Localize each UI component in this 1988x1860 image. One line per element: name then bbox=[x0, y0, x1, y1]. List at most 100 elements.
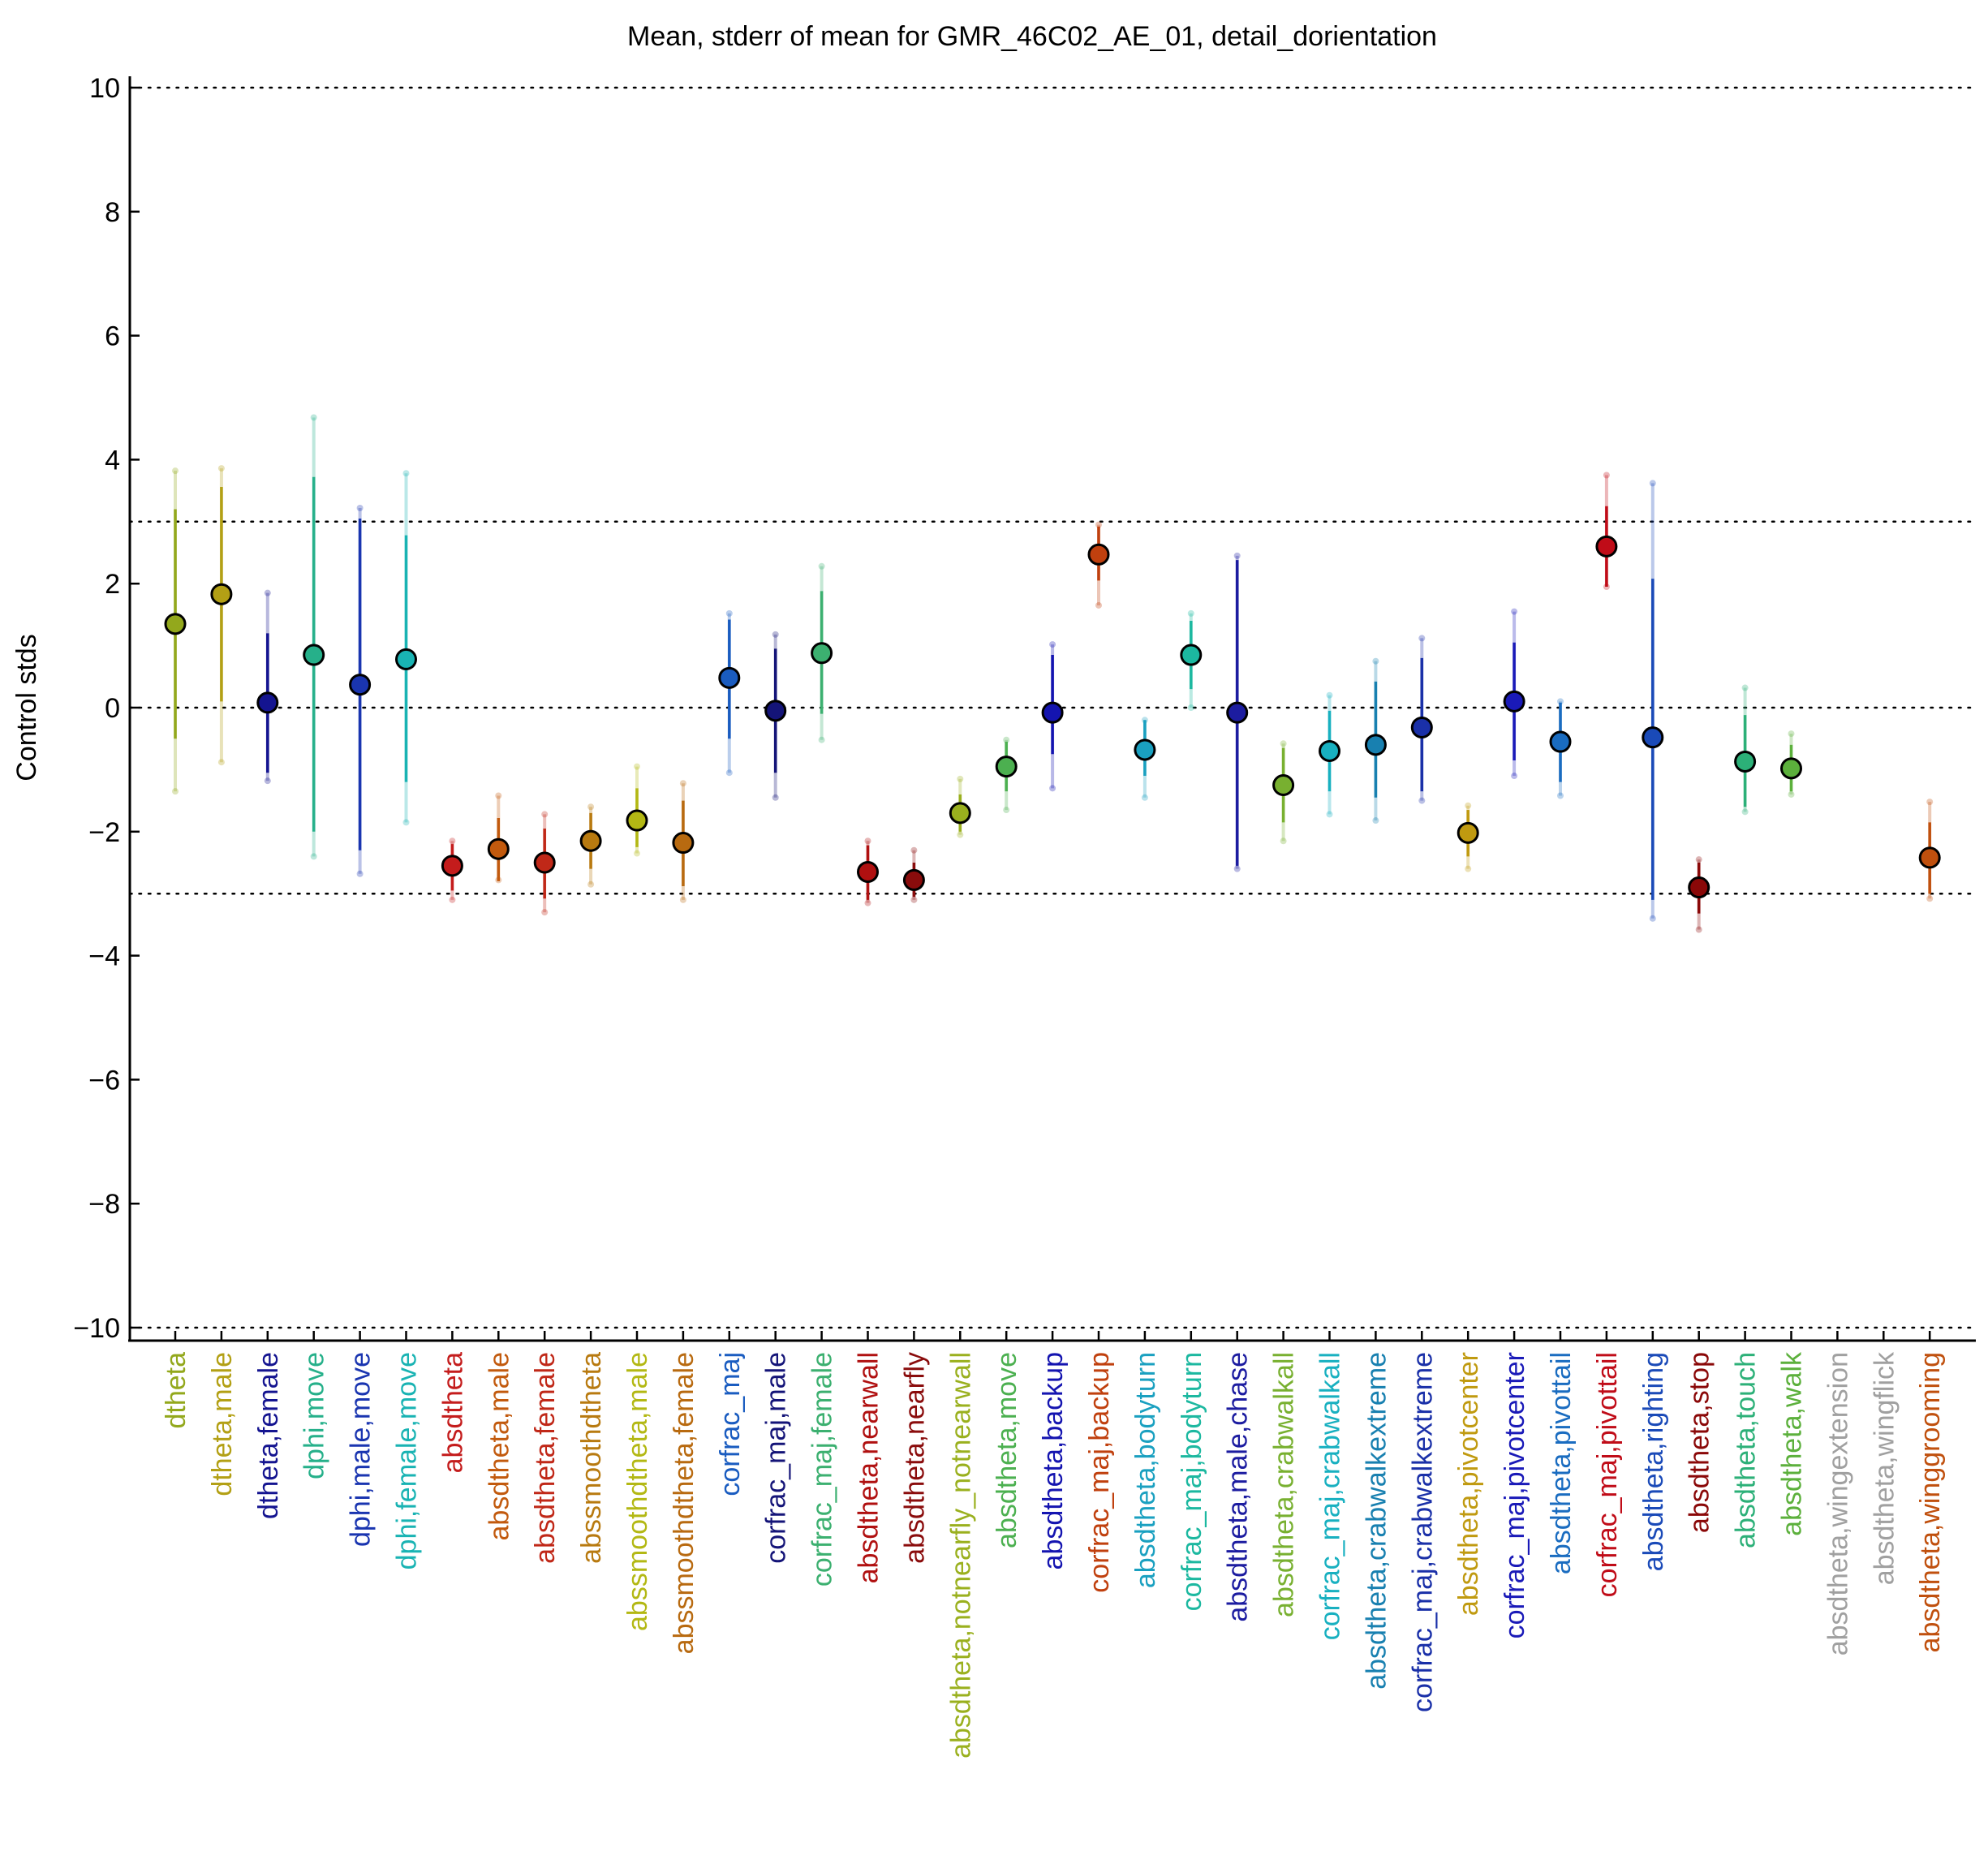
std-cap-top bbox=[1926, 799, 1934, 806]
mean-point bbox=[672, 832, 695, 855]
std-cap-top bbox=[541, 811, 549, 818]
std-cap-bottom bbox=[402, 819, 410, 826]
std-cap-top bbox=[264, 589, 271, 596]
std-cap-top bbox=[356, 504, 364, 511]
x-category-label: dphi,female,move bbox=[392, 1352, 423, 1569]
std-cap-bottom bbox=[679, 896, 686, 903]
std-cap-top bbox=[1511, 608, 1518, 615]
std-cap-bottom bbox=[1788, 790, 1795, 798]
x-category-label: abssmoothdtheta,female bbox=[669, 1352, 699, 1654]
std-cap-bottom bbox=[1141, 794, 1148, 801]
y-axis-label: Control stds bbox=[11, 634, 42, 781]
std-cap-top bbox=[1649, 480, 1656, 487]
std-cap-top bbox=[172, 467, 179, 475]
mean-point bbox=[1642, 726, 1664, 749]
x-category-label: absdtheta,crabwalkall bbox=[1269, 1352, 1300, 1617]
std-cap-top bbox=[1326, 691, 1333, 699]
std-cap-bottom bbox=[1649, 915, 1656, 922]
std-cap-top bbox=[634, 763, 640, 770]
mean-point bbox=[579, 829, 602, 852]
std-cap-bottom bbox=[1418, 797, 1426, 804]
std-cap-bottom bbox=[818, 736, 825, 743]
mean-point bbox=[1180, 644, 1203, 666]
y-tick-label: −6 bbox=[88, 1065, 120, 1096]
std-cap-top bbox=[910, 846, 918, 854]
x-category-label: absdtheta,stop bbox=[1685, 1352, 1715, 1533]
mean-point bbox=[1688, 876, 1710, 899]
std-cap-top bbox=[1372, 657, 1379, 665]
x-category-label: absdtheta,nearfly bbox=[899, 1352, 930, 1564]
std-cap-top bbox=[495, 792, 502, 799]
mean-point bbox=[902, 868, 925, 891]
std-cap-bottom bbox=[1372, 817, 1379, 825]
std-cap-top bbox=[864, 837, 871, 845]
mean-point bbox=[1595, 535, 1618, 558]
y-tick-label: 2 bbox=[105, 569, 120, 600]
mean-point bbox=[1226, 701, 1249, 724]
std-cap-bottom bbox=[1326, 811, 1333, 818]
x-category-label: absdtheta,female bbox=[530, 1352, 561, 1564]
std-cap-bottom bbox=[910, 896, 918, 903]
mean-point bbox=[349, 674, 372, 696]
mean-point bbox=[949, 802, 971, 825]
mean-point bbox=[1457, 821, 1479, 844]
y-tick-label: 6 bbox=[105, 321, 120, 352]
y-tick-label: 10 bbox=[89, 73, 120, 104]
x-category-label: dphi,move bbox=[299, 1352, 330, 1479]
std-cap-top bbox=[818, 562, 825, 570]
std-cap-top bbox=[310, 414, 317, 421]
mean-point bbox=[811, 642, 833, 665]
x-category-label: absdtheta,touch bbox=[1731, 1352, 1762, 1548]
std-cap-bottom bbox=[356, 870, 364, 877]
x-category-label: absdtheta,wingflick bbox=[1869, 1351, 1900, 1585]
mean-point bbox=[256, 691, 279, 714]
std-cap-top bbox=[1557, 698, 1564, 705]
mean-point bbox=[1087, 543, 1110, 566]
x-category-label: abssmoothdtheta,male bbox=[622, 1352, 653, 1631]
std-cap-bottom bbox=[1741, 808, 1749, 816]
std-cap-top bbox=[1095, 521, 1102, 528]
std-cap-bottom bbox=[1003, 807, 1010, 814]
std-cap-top bbox=[725, 609, 733, 617]
y-tick-label: 0 bbox=[105, 693, 120, 724]
std-cap-bottom bbox=[264, 777, 271, 785]
mean-point bbox=[857, 860, 879, 883]
x-category-label: corfrac_maj,crabwalkall bbox=[1315, 1352, 1346, 1640]
mean-point bbox=[533, 851, 556, 874]
mean-point bbox=[1734, 750, 1757, 773]
x-category-label: absdtheta bbox=[437, 1352, 468, 1473]
mean-point bbox=[626, 809, 648, 832]
std-cap-bottom bbox=[587, 880, 595, 888]
x-axis-ticks bbox=[174, 1331, 1931, 1341]
x-category-label: corfrac_maj,pivottail bbox=[1592, 1352, 1623, 1597]
mean-point bbox=[1918, 846, 1941, 869]
y-tick-label: −10 bbox=[73, 1313, 120, 1344]
mean-point bbox=[210, 583, 233, 605]
std-cap-bottom bbox=[1465, 865, 1472, 872]
std-cap-bottom bbox=[864, 899, 871, 906]
std-cap-top bbox=[449, 837, 456, 845]
mean-point bbox=[1410, 716, 1433, 738]
x-category-label: corfrac_maj,pivotcenter bbox=[1500, 1352, 1530, 1638]
x-category-label: absdtheta,male bbox=[484, 1352, 514, 1541]
x-category-label: absdtheta,wingextension bbox=[1822, 1352, 1853, 1655]
x-category-label: absdtheta,male,chase bbox=[1223, 1352, 1254, 1622]
x-category-label: absdtheta,pivottail bbox=[1546, 1352, 1577, 1574]
std-cap-bottom bbox=[1280, 837, 1287, 845]
mean-point bbox=[1364, 734, 1387, 756]
x-category-label: dtheta,female bbox=[253, 1352, 284, 1519]
std-cap-top bbox=[1695, 856, 1702, 863]
x-category-label: absdtheta,nearwall bbox=[854, 1352, 884, 1583]
sem-error-bars bbox=[174, 476, 1931, 914]
mean-point bbox=[1780, 757, 1802, 780]
std-cap-top bbox=[217, 465, 225, 472]
x-category-label: absdtheta,crabwalkextreme bbox=[1361, 1352, 1392, 1690]
mean-point bbox=[487, 837, 510, 860]
x-category-label: corfrac_maj bbox=[715, 1352, 746, 1496]
mean-point bbox=[1134, 738, 1156, 761]
mean-point bbox=[1319, 739, 1340, 762]
mean-point bbox=[395, 648, 417, 670]
x-category-label: corfrac_maj,male bbox=[761, 1352, 792, 1564]
std-cap-bottom bbox=[957, 831, 964, 838]
x-category-label: absdtheta,backup bbox=[1038, 1352, 1069, 1569]
